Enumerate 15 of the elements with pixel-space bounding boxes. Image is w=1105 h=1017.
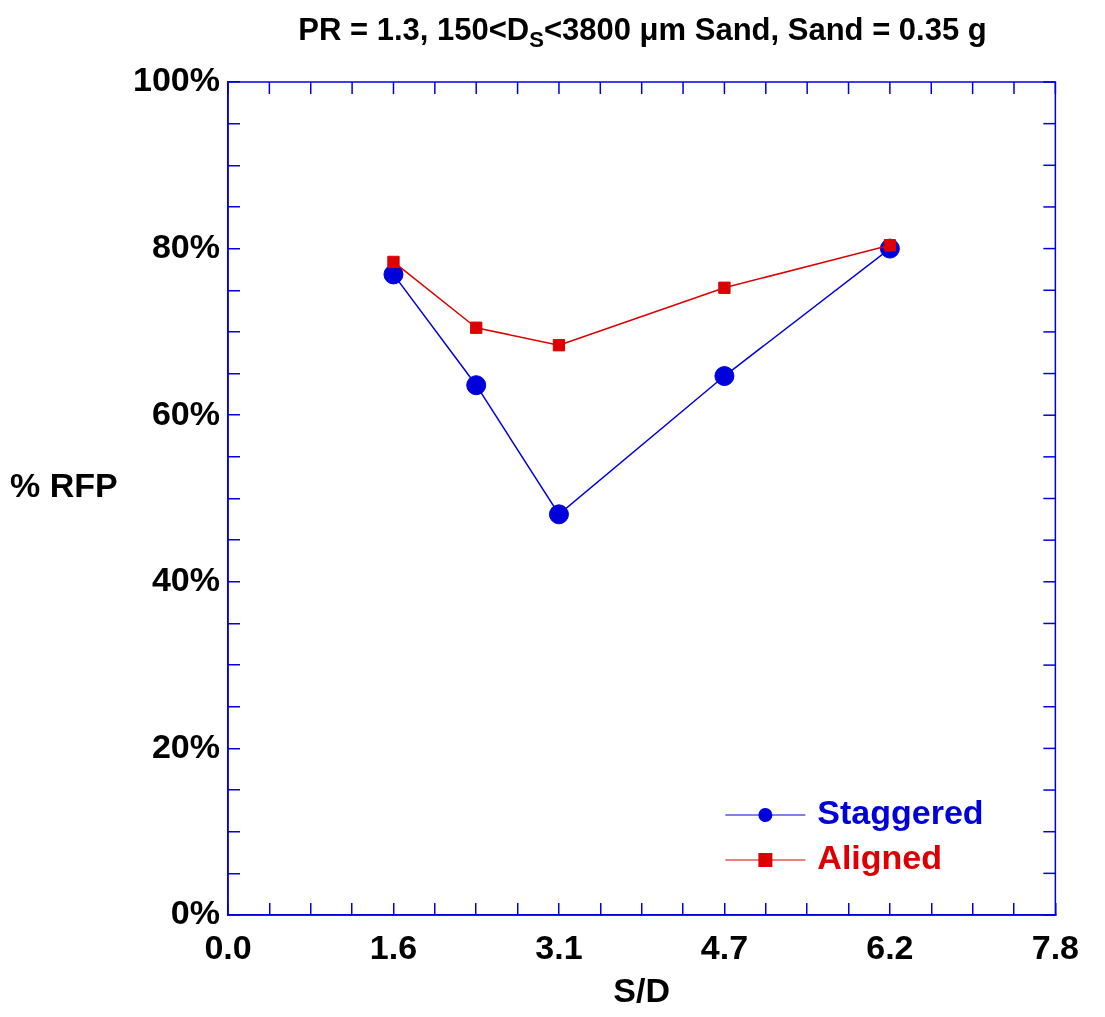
x-axis-title: S/D — [613, 971, 671, 1010]
x-tick-label: 1.6 — [369, 927, 418, 966]
legend-label: Staggered — [817, 793, 984, 832]
y-tick-label: 20% — [151, 726, 220, 765]
y-tick-label: 60% — [151, 393, 220, 432]
x-tick-label: 7.8 — [1031, 927, 1079, 966]
y-axis-title: % RFP — [10, 466, 118, 505]
x-tick-label: 4.7 — [700, 927, 749, 966]
y-tick-label: 80% — [151, 226, 220, 265]
chart-title: PR = 1.3, 150<D$_{S}$<3800 μm Sand, Sand = 0.35 g — [297, 12, 988, 54]
y-tick-label: 100% — [133, 60, 220, 99]
legend-label: Aligned — [817, 838, 943, 877]
x-tick-label: 6.2 — [866, 927, 914, 966]
y-tick-label: 40% — [151, 560, 220, 599]
x-tick-label: 3.1 — [535, 927, 583, 966]
